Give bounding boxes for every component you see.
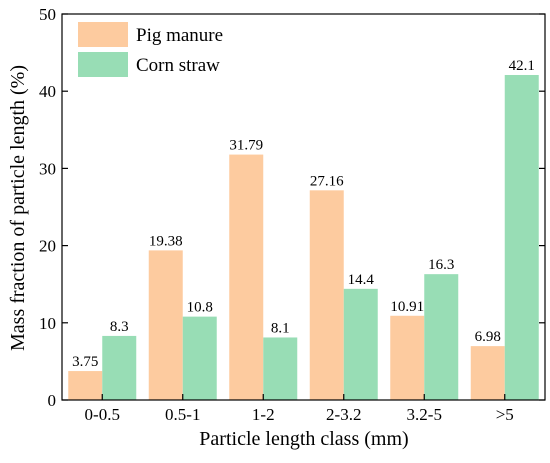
bar-pig-manure-2 [229,154,264,400]
bar-pig-manure-3 [309,190,344,400]
bar-corn-straw-5 [504,74,539,400]
axes-layer [61,13,546,401]
legend-swatch-pig-manure [78,22,128,47]
bar-pig-manure-0 [68,371,103,400]
x-tick-label-4: 3.2-5 [407,405,442,424]
data-label-corn-straw-0: 8.3 [110,319,129,335]
data-label-corn-straw-5: 42.1 [509,58,535,74]
y-tick-label-40: 40 [39,82,56,101]
y-tick-label-30: 30 [39,159,56,178]
data-label-corn-straw-2: 8.1 [271,320,290,336]
data-label-corn-straw-4: 16.3 [428,257,454,273]
data-label-pig-manure-3: 27.16 [310,173,344,189]
x-tick-label-2: 1-2 [252,405,275,424]
y-axis-title: Mass fraction of particle length (%) [7,65,29,351]
x-tick-label-1: 0.5-1 [165,405,200,424]
legend-swatch-corn-straw [78,52,128,77]
bar-corn-straw-4 [424,274,459,400]
data-labels-layer: 3.75 8.3 19.38 10.8 31.79 8.1 27.16 14.4 10.91 16… [72,58,535,370]
bar-pig-manure-5 [470,346,505,400]
y-tick-label-10: 10 [39,314,56,333]
legend-label-corn-straw: Corn straw [136,55,220,76]
y-tick-label-20: 20 [39,237,56,256]
x-tick-label-0: 0-0.5 [85,405,120,424]
bar-pig-manure-1 [148,250,183,400]
bar-corn-straw-3 [343,288,378,400]
y-tick-label-0: 0 [48,391,57,410]
bar-pig-manure-4 [390,315,425,400]
data-label-pig-manure-2: 31.79 [229,138,263,154]
plot-frame [61,13,546,401]
bar-corn-straw-0 [102,335,137,400]
x-tick-label-3: 2-3.2 [326,405,361,424]
x-axis-title: Particle length class (mm) [199,428,408,450]
bar-corn-straw-1 [182,316,217,400]
ticks-layer: 0 10 20 30 40 50 0-0.5 0.5-1 1-2 2-3.2 3.2-5 >5 [39,5,545,424]
y-tick-label-50: 50 [39,5,56,24]
data-label-pig-manure-5: 6.98 [475,329,501,345]
data-label-corn-straw-3: 14.4 [348,272,375,288]
bars-layer [68,74,539,400]
data-label-pig-manure-0: 3.75 [72,354,98,370]
legend: Pig manure Corn straw [78,22,223,77]
legend-label-pig-manure: Pig manure [136,25,223,46]
data-label-pig-manure-1: 19.38 [149,233,183,249]
data-label-pig-manure-4: 10.91 [390,299,424,315]
data-label-corn-straw-1: 10.8 [187,300,213,316]
bar-corn-straw-2 [263,337,298,400]
x-tick-label-5: >5 [496,405,514,424]
